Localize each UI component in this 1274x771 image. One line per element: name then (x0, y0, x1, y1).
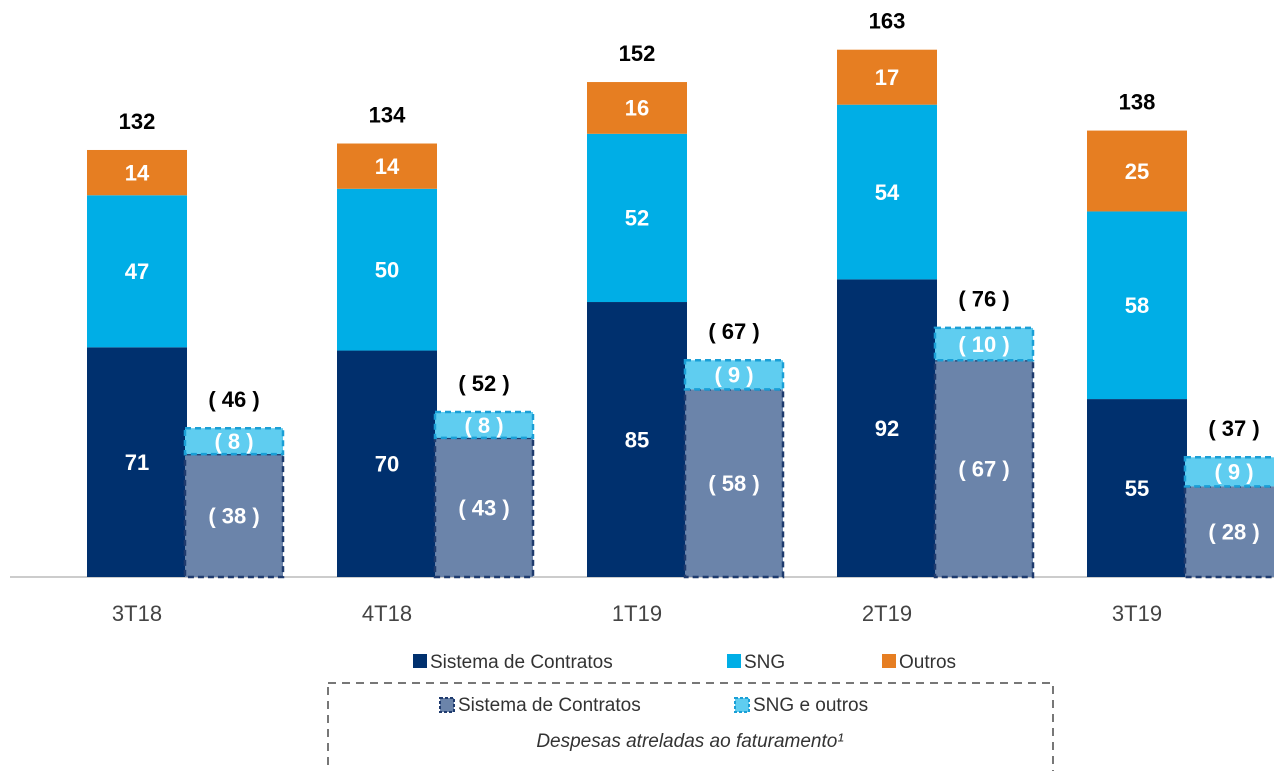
x-tick-label: 3T19 (1112, 601, 1162, 626)
bar-segment (587, 302, 687, 577)
bar-segment (587, 82, 687, 134)
data-label: 70 (375, 452, 399, 477)
expense-label: ( 9 ) (1214, 460, 1253, 485)
expense-segment (433, 436, 535, 579)
expense-segment (433, 410, 535, 440)
expense-label: ( 8 ) (464, 413, 503, 438)
expense-label: ( 28 ) (1208, 520, 1259, 545)
bar-segment (837, 104, 937, 280)
data-label: 50 (375, 257, 399, 282)
legend-swatch (734, 697, 750, 713)
bar-segment (87, 195, 187, 348)
data-label: 85 (625, 427, 649, 452)
expense-segment (183, 426, 285, 456)
legend-swatch (727, 654, 741, 668)
data-label: 17 (875, 65, 899, 90)
x-tick-label: 3T18 (112, 601, 162, 626)
legend-swatch (882, 654, 896, 668)
expense-segment (683, 359, 785, 391)
expense-label: ( 10 ) (958, 332, 1009, 357)
total-label: 138 (1119, 89, 1156, 114)
bar-segment (337, 143, 437, 189)
data-label: 71 (125, 450, 149, 475)
expense-segment (183, 452, 285, 579)
expense-label: ( 43 ) (458, 495, 509, 520)
bar-segment (837, 49, 937, 105)
bar-segment (1087, 399, 1187, 577)
legend-swatch (439, 697, 455, 713)
data-label: 25 (1125, 159, 1149, 184)
bar-segment (1087, 130, 1187, 212)
legend-swatch (413, 654, 427, 668)
expense-label: ( 8 ) (214, 429, 253, 454)
data-label: 54 (875, 180, 900, 205)
data-label: 52 (625, 206, 649, 231)
legend-label: Sistema de Contratos (430, 652, 613, 673)
expense-segment (933, 359, 1035, 579)
bar-segment (1087, 211, 1187, 400)
expense-total-label: ( 52 ) (458, 371, 509, 396)
expense-label: ( 38 ) (208, 503, 259, 528)
x-tick-label: 1T19 (612, 601, 662, 626)
total-label: 134 (369, 102, 406, 127)
data-label: 14 (375, 154, 400, 179)
expense-segment (1183, 485, 1274, 579)
legend-label: SNG e outros (753, 695, 868, 716)
legend-note: Despesas atreladas ao faturamento¹ (536, 731, 843, 752)
legend-label: Sistema de Contratos (458, 695, 641, 716)
expense-label: ( 67 ) (958, 456, 1009, 481)
expense-segment (1183, 456, 1274, 488)
legend-label: Outros (899, 652, 956, 673)
expense-segment (683, 388, 785, 579)
expense-label: ( 9 ) (714, 363, 753, 388)
total-label: 132 (119, 109, 156, 134)
data-label: 58 (1125, 293, 1149, 318)
total-label: 163 (869, 9, 906, 34)
data-label: 14 (125, 160, 150, 185)
data-label: 55 (1125, 476, 1149, 501)
bar-segment (87, 347, 187, 577)
bar-segment (837, 279, 937, 577)
data-label: 16 (625, 96, 649, 121)
bar-segment (87, 149, 187, 196)
total-label: 152 (619, 41, 656, 66)
data-label: 47 (125, 259, 149, 284)
bar-segment (587, 133, 687, 303)
data-label: 92 (875, 416, 899, 441)
expense-total-label: ( 37 ) (1208, 416, 1259, 441)
x-tick-label: 4T18 (362, 601, 412, 626)
bar-segment (337, 188, 437, 351)
x-tick-label: 2T19 (862, 601, 912, 626)
expense-total-label: ( 46 ) (208, 387, 259, 412)
expense-segment (933, 326, 1035, 362)
legend-label: SNG (744, 652, 785, 673)
expense-total-label: ( 67 ) (708, 319, 759, 344)
bar-segment (337, 350, 437, 577)
legend-box (327, 682, 1054, 771)
expense-label: ( 58 ) (708, 471, 759, 496)
expense-total-label: ( 76 ) (958, 287, 1009, 312)
